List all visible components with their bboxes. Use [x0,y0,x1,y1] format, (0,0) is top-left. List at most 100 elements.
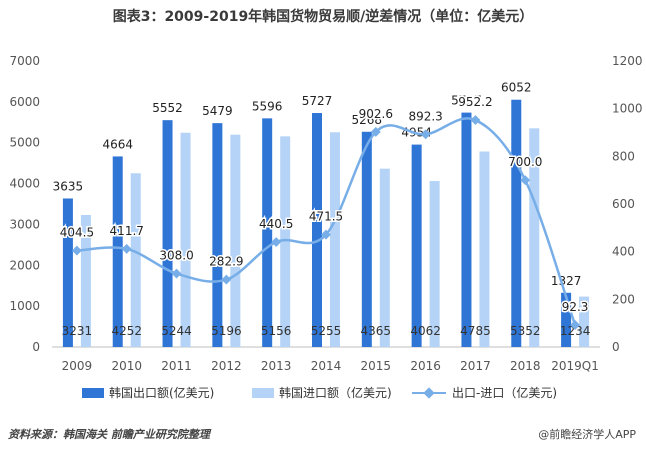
diff-point [121,243,132,254]
legend-label-export: 韩国出口额(亿美元) [109,386,215,400]
y-right-tick-label: 400 [612,245,635,259]
diff-point [71,245,82,256]
import-data-label: 4252 [111,324,142,338]
y-right-tick-label: 1000 [612,102,643,116]
import-data-label: 5255 [311,324,342,338]
import-bar [180,132,191,347]
y-right-tick-label: 1200 [612,54,643,68]
y-left-tick-label: 7000 [9,54,40,68]
y-right-tick-label: 0 [612,340,620,354]
import-bar [80,214,91,347]
diff-point [520,175,531,186]
export-data-label: 5737 [451,94,482,108]
import-bar [230,134,241,347]
legend-label-diff: 出口-进口（亿美元) [452,386,558,400]
export-data-label: 3635 [53,179,84,193]
chart-legend: 韩国出口额(亿美元) 韩国进口额（亿美元) 出口-进口（亿美元) [0,383,646,403]
x-tick-label: 2015 [361,359,392,373]
x-tick-label: 2009 [62,359,93,373]
export-data-label: 5552 [152,101,183,115]
x-tick-label: 2018 [510,359,541,373]
export-data-label: 5268 [352,113,383,127]
import-bar [479,151,490,347]
x-tick-label: 2011 [161,359,192,373]
y-left-tick-label: 2000 [9,258,40,272]
legend-swatch-diff [412,387,446,399]
diff-data-label: 282.9 [209,255,243,269]
export-bar [411,144,422,347]
diff-data-label: 308.0 [159,249,193,263]
diff-point [171,268,182,279]
import-data-label: 5156 [261,324,292,338]
x-tick-label: 2017 [460,359,491,373]
import-bar [379,168,390,347]
import-data-label: 3231 [62,324,93,338]
export-data-label: 5596 [252,99,283,113]
import-data-label: 4785 [460,324,491,338]
diff-point [221,274,232,285]
y-left-tick-label: 3000 [9,217,40,231]
import-bar [429,181,440,347]
diff-data-label: 892.3 [408,109,442,123]
diff-data-label: 404.5 [60,226,94,240]
import-data-label: 4062 [410,324,441,338]
y-right-tick-label: 200 [612,292,635,306]
y-left-tick-label: 4000 [9,177,40,191]
import-data-label: 1234 [560,324,591,338]
export-bar [461,112,472,347]
diff-data-label: 92.3 [562,300,589,314]
diff-data-label: 952.2 [458,95,492,109]
legend-swatch-import [252,388,274,398]
x-tick-label: 2013 [261,359,292,373]
diff-point [271,237,282,247]
legend-swatch-export [82,388,104,398]
diff-point [420,129,431,140]
x-tick-label: 2016 [410,359,441,373]
export-bar [162,120,173,348]
diff-point [321,229,331,240]
x-tick-label: 2010 [111,359,142,373]
y-right-tick-label: 800 [612,149,635,163]
export-data-label: 5727 [302,94,333,108]
import-data-label: 5244 [161,324,192,338]
diff-data-label: 471.5 [309,210,343,224]
export-bar [262,118,273,347]
export-bar [561,292,572,347]
diff-point [470,115,481,126]
import-data-label: 5352 [510,324,541,338]
source-note: 资料来源：韩国海关 前瞻产业研究院整理 [8,428,210,441]
diff-point [370,126,381,137]
export-bar [62,198,73,347]
export-bar [312,113,322,348]
y-left-tick-label: 1000 [9,299,40,313]
import-bar [330,132,340,347]
export-data-label: 6052 [501,81,532,95]
y-left-tick-label: 0 [32,340,40,354]
export-data-label: 4664 [102,137,133,151]
import-bar [529,128,540,347]
diff-data-label: 902.6 [359,107,393,121]
y-left-tick-label: 6000 [9,95,40,109]
export-bar [212,123,223,348]
diff-point [570,320,581,330]
import-data-label: 5196 [211,324,242,338]
export-data-label: 5479 [202,104,233,118]
import-bar [280,136,291,347]
brand-note: @前瞻经济学人APP [538,428,636,441]
x-tick-label: 2012 [211,359,242,373]
diff-data-label: 700.0 [508,155,542,169]
diff-data-label: 411.7 [110,224,144,238]
y-right-tick-label: 600 [612,197,635,211]
chart-title: 图表3：2009-2019年韩国货物贸易顺/逆差情况（单位：亿美元） [112,9,534,25]
export-bar [112,156,123,347]
export-data-label: 1327 [551,274,582,288]
import-data-label: 4365 [361,324,392,338]
y-left-tick-label: 5000 [9,136,40,150]
export-bar [361,131,372,347]
x-tick-label: 2014 [311,359,342,373]
export-bar [511,99,522,347]
diff-data-label: 440.5 [259,217,293,231]
x-tick-label: 2019Q1 [551,359,599,373]
